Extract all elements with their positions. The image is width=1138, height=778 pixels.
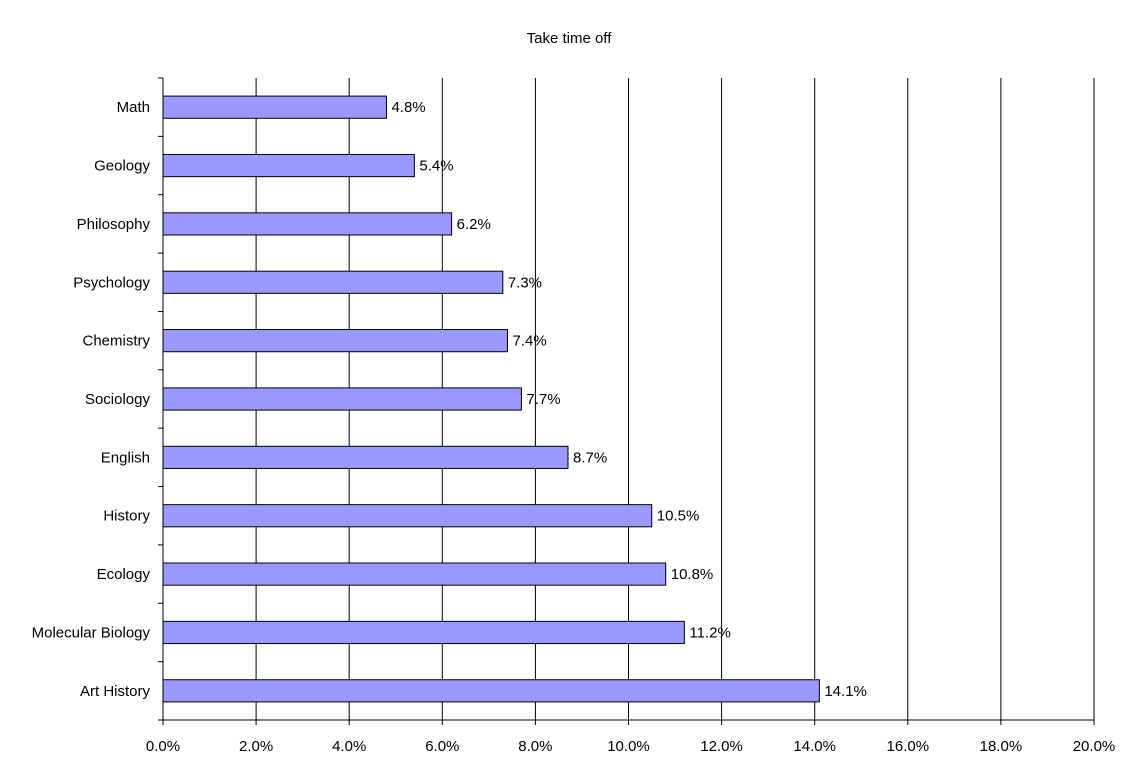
x-tick-label: 20.0% — [1073, 738, 1116, 755]
bars — [162, 95, 820, 703]
data-label: 8.7% — [573, 449, 607, 466]
category-label: History — [103, 508, 150, 525]
category-label: Philosophy — [77, 216, 151, 233]
x-tick-label: 14.0% — [793, 738, 836, 755]
x-tick-label: 2.0% — [239, 738, 273, 755]
bar-molecular-biology — [162, 620, 685, 645]
data-label: 4.8% — [391, 99, 425, 116]
data-label: 11.2% — [689, 624, 730, 641]
bar-geology — [162, 153, 415, 178]
data-label: 7.3% — [508, 274, 542, 291]
category-label: Chemistry — [82, 333, 150, 350]
x-tick-label: 4.0% — [332, 738, 366, 755]
data-label: 10.8% — [671, 566, 714, 583]
x-tick-label: 8.0% — [518, 738, 552, 755]
chart-title: Take time off — [527, 30, 613, 47]
data-label: 14.1% — [824, 683, 867, 700]
bar-psychology — [162, 270, 504, 294]
bar-ecology — [162, 562, 667, 586]
gridlines — [255, 78, 1095, 720]
labels: 0.0% 2.0% 4.0% 6.0% 8.0% 10.0% 12.0% 14.0% 16.0%… — [32, 99, 1116, 755]
category-label: Molecular Biology — [32, 624, 151, 641]
category-label: Art History — [80, 683, 151, 700]
bar-philosophy — [162, 212, 453, 236]
x-tick-label: 10.0% — [607, 738, 650, 755]
category-label: Psychology — [73, 274, 150, 291]
x-tick-label: 18.0% — [980, 738, 1023, 755]
category-label: Geology — [94, 158, 150, 175]
category-label: Ecology — [97, 566, 151, 583]
bar-art-history — [162, 679, 820, 703]
data-label: 6.2% — [457, 216, 491, 233]
category-label: English — [101, 449, 150, 466]
bar-math — [162, 95, 387, 119]
category-label: Sociology — [85, 391, 151, 408]
bar-english — [162, 445, 569, 469]
x-tick-label: 0.0% — [146, 738, 180, 755]
data-label: 10.5% — [657, 508, 700, 525]
bar-sociology — [162, 387, 522, 411]
x-tick-label: 12.0% — [700, 738, 743, 755]
data-label: 5.4% — [419, 158, 453, 175]
data-label: 7.7% — [526, 391, 560, 408]
bar-history — [162, 504, 653, 528]
category-label: Math — [117, 99, 150, 116]
x-tick-label: 6.0% — [425, 738, 459, 755]
data-label: 7.4% — [512, 333, 546, 350]
bar-chemistry — [162, 329, 508, 353]
x-tick-label: 16.0% — [887, 738, 930, 755]
